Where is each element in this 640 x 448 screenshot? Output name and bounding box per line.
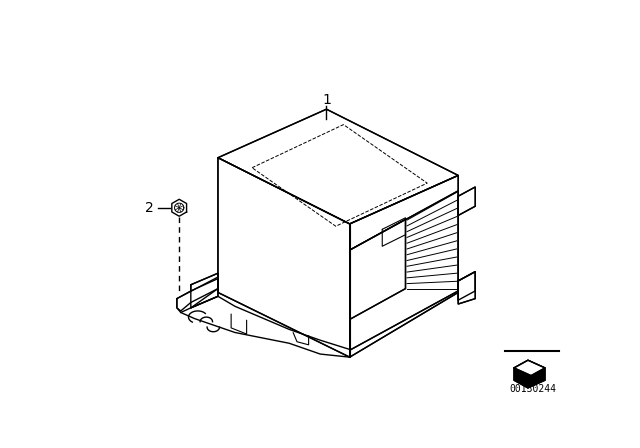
Polygon shape <box>514 360 545 388</box>
Polygon shape <box>349 176 458 357</box>
Text: 00130244: 00130244 <box>509 383 556 394</box>
Polygon shape <box>514 360 545 375</box>
Polygon shape <box>349 220 406 319</box>
Polygon shape <box>349 191 458 350</box>
Polygon shape <box>458 187 476 215</box>
Polygon shape <box>218 109 458 224</box>
Polygon shape <box>218 158 349 357</box>
Text: 1: 1 <box>322 93 331 107</box>
Polygon shape <box>191 273 218 308</box>
Polygon shape <box>177 277 218 313</box>
Text: 2: 2 <box>145 201 154 215</box>
Polygon shape <box>458 271 476 300</box>
Polygon shape <box>458 271 476 304</box>
